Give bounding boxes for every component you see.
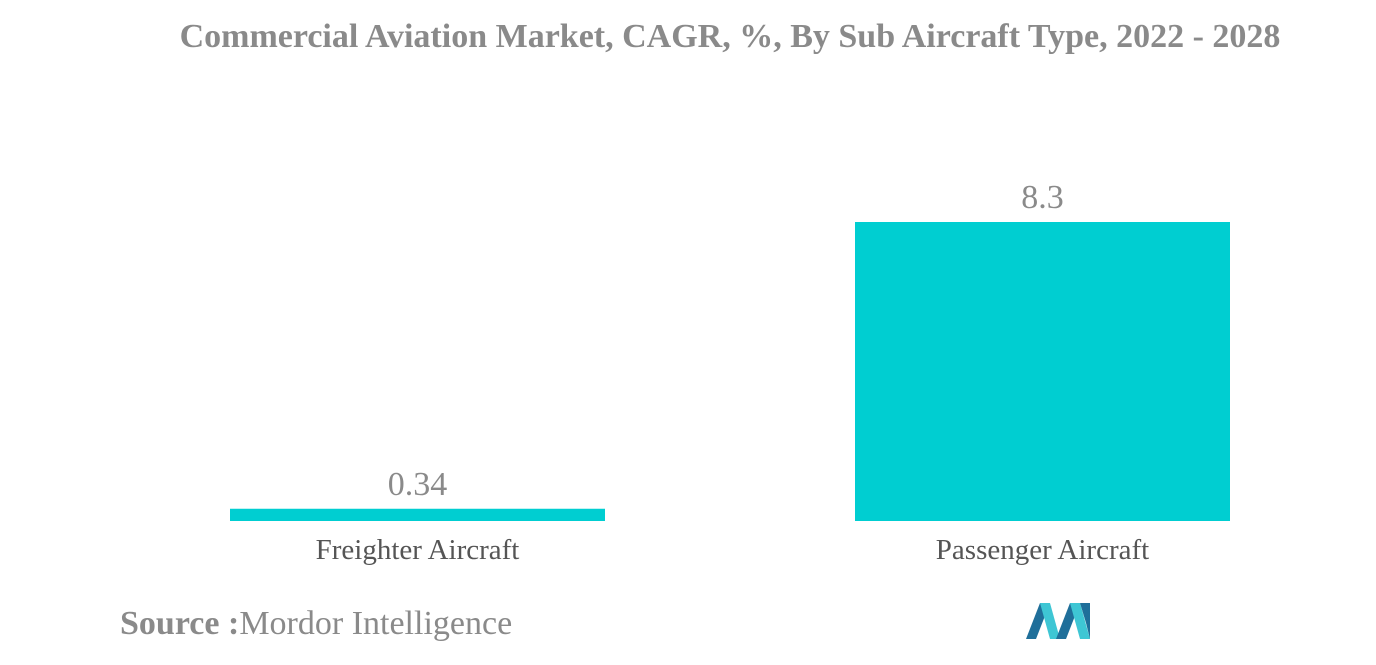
x-tick-label: Freighter Aircraft <box>316 534 520 566</box>
source-name: Mordor Intelligence <box>239 605 513 642</box>
bars-layer <box>230 222 1230 521</box>
source-label: Source : <box>120 605 240 642</box>
source-footer: Source :Mordor Intelligence <box>120 605 512 643</box>
chart-title: Commercial Aviation Market, CAGR, %, By … <box>179 18 1281 55</box>
x-tick-label: Passenger Aircraft <box>936 534 1149 566</box>
data-label: 8.3 <box>1021 179 1064 216</box>
labels-layer: 0.34 Freighter Aircraft 8.3 Passenger Aircr… <box>316 179 1150 566</box>
data-label: 0.34 <box>388 466 448 503</box>
mordor-intelligence-logo-icon <box>1026 603 1092 644</box>
bar-passenger-aircraft <box>855 222 1230 521</box>
bar-freighter-aircraft <box>230 508 605 521</box>
bar-chart: 0.34 Freighter Aircraft 8.3 Passenger Aircr… <box>230 179 1230 566</box>
